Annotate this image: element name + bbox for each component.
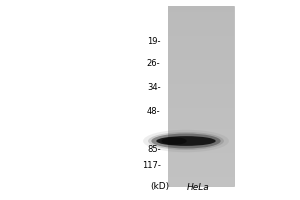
Bar (168, 114, 234, 117)
Bar (168, 36, 234, 39)
Bar (168, 99, 234, 102)
Bar (168, 144, 234, 147)
Bar (168, 153, 234, 156)
Text: 34-: 34- (147, 83, 160, 92)
Bar (168, 117, 234, 120)
Bar (168, 162, 234, 165)
Bar (168, 87, 234, 90)
Ellipse shape (148, 132, 224, 150)
Bar (168, 120, 234, 123)
Bar (168, 165, 234, 168)
Bar (168, 138, 234, 141)
Bar (168, 30, 234, 33)
Bar (168, 15, 234, 18)
Text: 19-: 19- (147, 38, 160, 46)
Bar (168, 174, 234, 177)
Bar (168, 180, 234, 183)
Bar (168, 84, 234, 87)
Bar (168, 141, 234, 144)
Bar (168, 126, 234, 129)
Ellipse shape (162, 137, 187, 145)
Text: (kD): (kD) (150, 182, 169, 191)
Bar (168, 111, 234, 114)
Bar (168, 18, 234, 21)
Bar (168, 24, 234, 27)
Bar (168, 12, 234, 15)
Bar (168, 33, 234, 36)
Bar (168, 27, 234, 30)
Bar (168, 45, 234, 48)
Bar (168, 135, 234, 138)
Bar (168, 21, 234, 24)
Bar (168, 9, 234, 12)
Bar (168, 6, 234, 9)
Bar (168, 108, 234, 111)
Bar (168, 63, 234, 66)
Ellipse shape (143, 130, 229, 152)
Bar (168, 171, 234, 174)
Bar (168, 78, 234, 81)
Text: 85-: 85- (147, 144, 160, 154)
Ellipse shape (156, 136, 216, 146)
Bar (168, 39, 234, 42)
Bar (168, 132, 234, 135)
Bar (168, 177, 234, 180)
Bar (168, 168, 234, 171)
Bar (168, 156, 234, 159)
Bar (168, 81, 234, 84)
Bar (168, 57, 234, 60)
Bar (168, 90, 234, 93)
Bar (168, 42, 234, 45)
Bar (168, 93, 234, 96)
Bar (168, 51, 234, 54)
Bar (168, 54, 234, 57)
Bar (168, 105, 234, 108)
Bar (168, 129, 234, 132)
Text: 26-: 26- (147, 58, 160, 68)
Bar (168, 159, 234, 162)
Bar (168, 75, 234, 78)
Bar (168, 183, 234, 186)
Bar (168, 102, 234, 105)
Text: 117-: 117- (142, 160, 160, 170)
Bar (168, 72, 234, 75)
Bar (168, 6, 234, 186)
Text: HeLa: HeLa (187, 183, 209, 192)
Text: 48-: 48- (147, 106, 160, 116)
Ellipse shape (152, 134, 221, 148)
Bar (168, 69, 234, 72)
Bar (168, 48, 234, 51)
Bar (168, 60, 234, 63)
Bar (168, 123, 234, 126)
Bar (168, 66, 234, 69)
Bar (168, 96, 234, 99)
Bar (168, 147, 234, 150)
Bar (168, 150, 234, 153)
